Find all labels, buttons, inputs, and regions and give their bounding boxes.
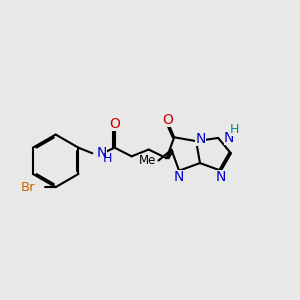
Text: O: O xyxy=(109,117,120,131)
Text: O: O xyxy=(163,113,173,127)
Text: N: N xyxy=(174,170,184,184)
Text: N: N xyxy=(216,170,226,184)
Text: Me: Me xyxy=(139,154,156,167)
Text: N: N xyxy=(195,132,206,146)
Text: H: H xyxy=(230,123,239,136)
Text: Br: Br xyxy=(20,181,35,194)
Text: N: N xyxy=(224,131,234,145)
Text: N: N xyxy=(97,146,107,160)
Text: H: H xyxy=(103,152,112,165)
